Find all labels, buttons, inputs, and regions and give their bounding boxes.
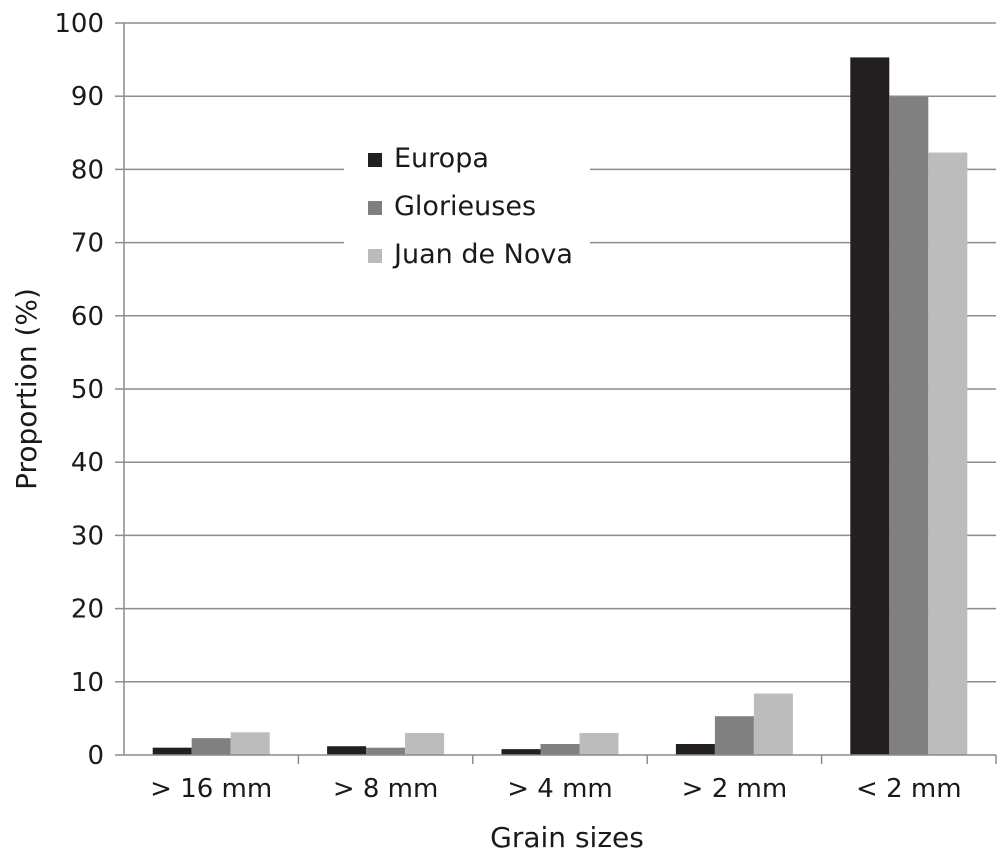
x-axis-title: Grain sizes [490,821,644,854]
bar-europa [501,749,541,755]
legend-swatch [368,201,382,215]
y-tick-label: 90 [71,82,104,112]
gridlines [124,22,996,683]
y-tick-label: 30 [71,521,104,551]
bars [152,57,968,756]
bar-europa [327,746,367,755]
y-tick-label: 60 [71,302,104,332]
x-tick-label: > 16 mm [150,774,272,804]
bar-glorieuses [540,744,580,755]
bar-europa [675,744,715,755]
bar-juan-de-nova [405,733,445,755]
y-tick-label: 80 [71,155,104,185]
legend-swatch [368,153,382,167]
bar-glorieuses [191,738,231,755]
legend-label: Glorieuses [394,191,536,222]
bar-juan-de-nova [928,152,968,756]
bar-juan-de-nova [230,732,270,755]
axes [115,22,997,764]
x-tick-labels: > 16 mm > 8 mm > 4 mm > 2 mm < 2 mm [150,774,961,804]
bar-juan-de-nova [753,693,793,755]
bar-glorieuses [714,716,754,755]
y-tick-label: 40 [71,448,104,478]
legend-label: Juan de Nova [392,239,573,270]
x-tick-label: < 2 mm [856,774,962,804]
x-tick-label: > 8 mm [333,774,439,804]
y-tick-label: 20 [71,595,104,625]
bar-juan-de-nova [579,733,619,755]
y-tick-label: 0 [87,741,104,771]
legend: Europa Glorieuses Juan de Nova [344,133,590,277]
legend-swatch [368,249,382,263]
legend-label: Europa [394,143,489,174]
bar-europa [850,57,890,756]
y-tick-label: 50 [71,375,104,405]
y-tick-labels: 0 10 20 30 40 50 60 70 80 90 100 [54,9,104,771]
x-tick-label: > 4 mm [507,774,613,804]
y-tick-label: 70 [71,229,104,259]
y-tick-label: 10 [71,668,104,698]
bar-europa [152,747,192,755]
legend-background [344,133,590,277]
y-axis-title: Proportion (%) [10,288,43,490]
bar-glorieuses [366,747,406,755]
x-tick-label: > 2 mm [682,774,788,804]
bar-glorieuses [889,96,929,755]
y-tick-label: 100 [54,9,104,39]
